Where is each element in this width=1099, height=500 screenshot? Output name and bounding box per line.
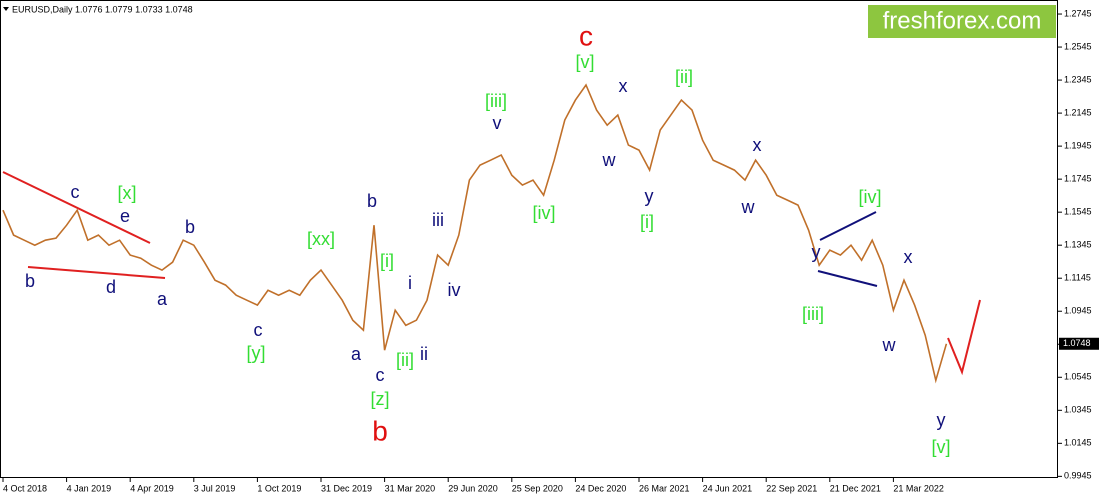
wave-label: w: [741, 197, 756, 217]
x-tick-label: 24 Dec 2020: [575, 483, 626, 493]
wave-label: b: [372, 415, 388, 446]
last-price-box: [1059, 337, 1099, 350]
wave-label: [i]: [640, 212, 654, 232]
wave-label: iii: [432, 210, 444, 230]
x-tick-label: 26 Mar 2021: [639, 483, 690, 493]
x-tick-label: 21 Dec 2021: [830, 483, 881, 493]
wave-label: b: [25, 271, 35, 291]
y-tick-label: 1.0145: [1064, 438, 1092, 448]
wave-label: i: [408, 273, 412, 293]
wave-label: [v]: [931, 437, 950, 457]
y-tick-label: 1.0945: [1064, 306, 1092, 316]
wave-label: [ii]: [396, 350, 414, 370]
y-tick-label: 1.2745: [1064, 8, 1092, 18]
wave-label: d: [106, 277, 116, 297]
wave-label: [iv]: [532, 203, 555, 223]
wave-label: y: [937, 410, 946, 430]
x-tick-label: 31 Mar 2020: [385, 483, 436, 493]
wave-label: [iii]: [485, 91, 507, 111]
x-tick-label: 22 Sep 2021: [766, 483, 817, 493]
wave-label: [iii]: [802, 304, 824, 324]
plot-frame: [0, 0, 1058, 478]
x-tick-label: 4 Oct 2018: [3, 483, 47, 493]
x-tick-label: 21 Mar 2022: [893, 483, 944, 493]
wave-label: c: [71, 182, 80, 202]
wave-label: w: [882, 335, 897, 355]
wave-label: [v]: [575, 52, 594, 72]
y-tick-label: 1.2345: [1064, 74, 1092, 84]
y-tick-label: 1.1345: [1064, 240, 1092, 250]
wave-label: y: [812, 242, 821, 262]
wave-label: [x]: [117, 183, 136, 203]
triangle-line: [819, 211, 877, 241]
wave-label: w: [602, 150, 617, 170]
wave-label: x: [904, 247, 913, 267]
y-tick-label: 1.1745: [1064, 174, 1092, 184]
wave-label: [xx]: [307, 229, 335, 249]
wave-label: x: [619, 76, 628, 96]
x-tick-label: 24 Jun 2021: [703, 483, 753, 493]
wave-label: c: [579, 20, 593, 51]
wave-label: [y]: [246, 343, 265, 363]
last-price-label: 1.0748: [1063, 338, 1091, 348]
wave-label: b: [185, 217, 195, 237]
x-tick-label: 4 Jan 2019: [67, 483, 112, 493]
logo-box: [868, 5, 1056, 38]
x-tick-label: 3 Jul 2019: [194, 483, 236, 493]
wave-label: a: [351, 344, 362, 364]
x-tick-label: 4 Apr 2019: [130, 483, 174, 493]
wave-label: ii: [420, 344, 428, 364]
y-tick-label: 1.0545: [1064, 372, 1092, 382]
y-tick-label: 1.1545: [1064, 207, 1092, 217]
header: EURUSD,Daily 1.0776 1.0779 1.0733 1.0748: [12, 4, 193, 14]
x-tick-label: 31 Dec 2019: [321, 483, 372, 493]
wave-label: [iv]: [858, 187, 881, 207]
y-tick-label: 1.2145: [1064, 107, 1092, 117]
triangle-line: [817, 270, 878, 287]
wave-label: [z]: [370, 389, 389, 409]
wave-label: [i]: [380, 251, 394, 271]
wave-label: v: [493, 113, 502, 133]
logo: freshforex.com: [883, 7, 1042, 34]
x-tick-label: 1 Oct 2019: [257, 483, 301, 493]
wave-label: b: [367, 191, 377, 211]
wave-label: [ii]: [675, 67, 693, 87]
y-tick-label: 0.9945: [1064, 471, 1092, 481]
wave-label: e: [120, 206, 130, 226]
x-tick-label: 29 Jun 2020: [448, 483, 498, 493]
wave-label: x: [753, 135, 762, 155]
wave-label: c: [254, 320, 263, 340]
price-line: [2, 83, 948, 384]
y-tick-label: 1.1145: [1064, 273, 1091, 283]
wave-label: iv: [448, 280, 461, 300]
wave-label: c: [376, 365, 385, 385]
header-icon: [3, 7, 9, 11]
y-tick-label: 1.0345: [1064, 405, 1092, 415]
projection-line: [947, 299, 981, 376]
y-tick-label: 1.2545: [1064, 41, 1092, 51]
y-tick-label: 1.1945: [1064, 140, 1092, 150]
wedge-line: [2, 171, 151, 244]
wave-label: a: [157, 289, 168, 309]
x-tick-label: 25 Sep 2020: [512, 483, 563, 493]
wedge-line: [27, 266, 166, 279]
wave-label: y: [645, 186, 654, 206]
